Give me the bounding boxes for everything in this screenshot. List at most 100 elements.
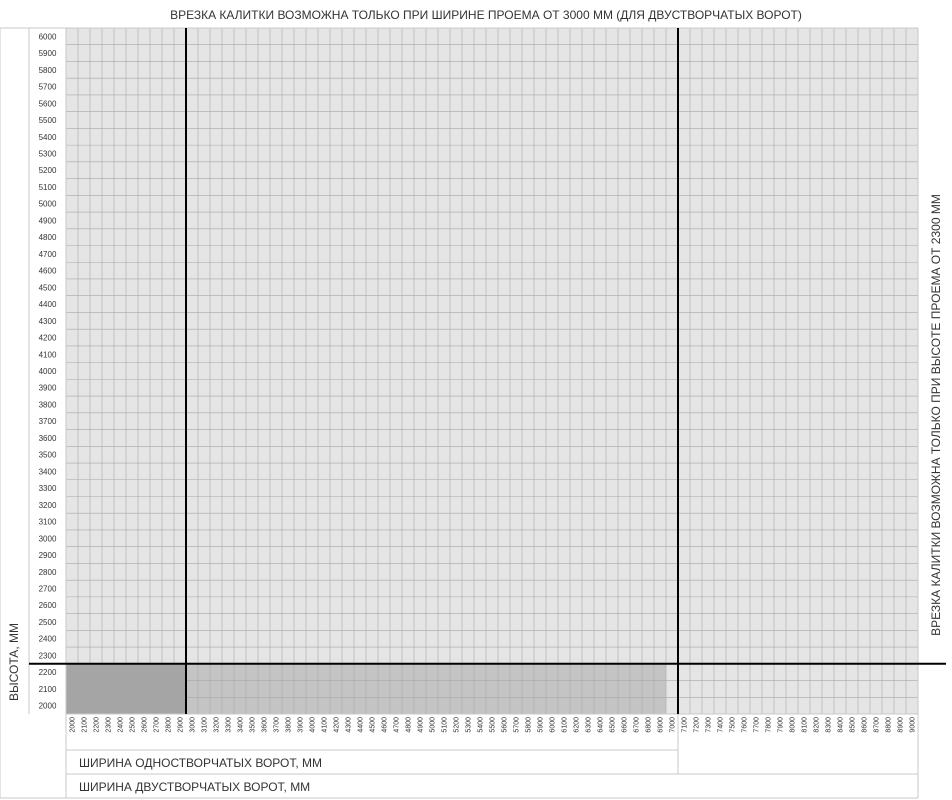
y-tick-label: 6000 — [39, 32, 57, 41]
x-tick-label: 2900 — [178, 717, 185, 733]
y-tick-label: 4100 — [39, 350, 57, 359]
x-tick-label: 6600 — [622, 717, 629, 733]
y-tick-label: 4700 — [39, 250, 57, 259]
x-tick-label: 8100 — [802, 717, 809, 733]
y-tick-label: 2500 — [39, 618, 57, 627]
x-tick-label: 8800 — [886, 717, 893, 733]
x-tick-label: 3100 — [202, 717, 209, 733]
y-tick-label: 2300 — [39, 651, 57, 660]
x-tick-label: 7700 — [754, 717, 761, 733]
y-tick-label: 4300 — [39, 317, 57, 326]
x-tick-label: 2400 — [118, 717, 125, 733]
x-tick-label: 8700 — [874, 717, 881, 733]
y-tick-label: 4400 — [39, 300, 57, 309]
x-tick-label: 7400 — [718, 717, 725, 733]
x-tick-label: 7600 — [742, 717, 749, 733]
x-tick-label: 6800 — [646, 717, 653, 733]
y-tick-label: 3300 — [39, 484, 57, 493]
x-tick-label: 4300 — [346, 717, 353, 733]
x-tick-label: 6000 — [550, 717, 557, 733]
x-tick-label: 5800 — [526, 717, 533, 733]
y-tick-label: 3700 — [39, 417, 57, 426]
x-axis-label-single: ШИРИНА ОДНОСТВОРЧАТЫХ ВОРОТ, ММ — [79, 756, 323, 770]
x-tick-label: 7300 — [706, 717, 713, 733]
y-axis-label: ВЫСОТА, ММ — [7, 623, 21, 701]
x-tick-label: 4000 — [310, 717, 317, 733]
x-tick-label: 6200 — [574, 717, 581, 733]
x-tick-label: 2700 — [154, 717, 161, 733]
y-tick-label: 3800 — [39, 400, 57, 409]
y-tick-label: 4600 — [39, 267, 57, 276]
x-tick-label: 7200 — [694, 717, 701, 733]
x-tick-label: 2000 — [70, 717, 77, 733]
y-tick-label: 5100 — [39, 183, 57, 192]
x-tick-label: 3400 — [238, 717, 245, 733]
x-tick-label: 4700 — [394, 717, 401, 733]
x-tick-label: 4800 — [406, 717, 413, 733]
x-tick-label: 3600 — [262, 717, 269, 733]
x-tick-label: 4500 — [370, 717, 377, 733]
y-tick-label: 5700 — [39, 83, 57, 92]
x-tick-label: 5700 — [514, 717, 521, 733]
x-axis-label-double: ШИРИНА ДВУСТВОРЧАТЫХ ВОРОТ, ММ — [79, 780, 311, 794]
y-tick-label: 2400 — [39, 635, 57, 644]
y-tick-label: 5000 — [39, 200, 57, 209]
y-tick-label: 3200 — [39, 501, 57, 510]
y-tick-label: 4000 — [39, 367, 57, 376]
y-tick-label: 3400 — [39, 467, 57, 476]
x-tick-label: 7000 — [670, 717, 677, 733]
y-tick-label: 5400 — [39, 133, 57, 142]
x-tick-label: 8500 — [850, 717, 857, 733]
x-tick-label: 2300 — [106, 717, 113, 733]
x-tick-label: 7800 — [766, 717, 773, 733]
x-tick-label: 9000 — [910, 717, 917, 733]
x-tick-label: 5400 — [478, 717, 485, 733]
x-tick-label: 6500 — [610, 717, 617, 733]
y-tick-label: 4500 — [39, 283, 57, 292]
x-tick-label: 6100 — [562, 717, 569, 733]
y-tick-label: 3600 — [39, 434, 57, 443]
x-tick-label: 2100 — [82, 717, 89, 733]
x-tick-label: 3800 — [286, 717, 293, 733]
x-tick-label: 5100 — [442, 717, 449, 733]
y-tick-label: 2900 — [39, 551, 57, 560]
x-tick-label: 6900 — [658, 717, 665, 733]
x-tick-label: 3000 — [190, 717, 197, 733]
x-tick-label: 5900 — [538, 717, 545, 733]
y-tick-label: 3900 — [39, 384, 57, 393]
x-tick-label: 6400 — [598, 717, 605, 733]
x-tick-label: 2600 — [142, 717, 149, 733]
x-tick-label: 3700 — [274, 717, 281, 733]
x-tick-label: 8300 — [826, 717, 833, 733]
y-tick-label: 4200 — [39, 334, 57, 343]
x-tick-label: 4600 — [382, 717, 389, 733]
x-tick-label: 4200 — [334, 717, 341, 733]
y-tick-label: 3000 — [39, 534, 57, 543]
x-tick-label: 5200 — [454, 717, 461, 733]
x-tick-label: 2800 — [166, 717, 173, 733]
y-tick-label: 2100 — [39, 685, 57, 694]
plot-background — [66, 28, 918, 714]
x-tick-label: 3500 — [250, 717, 257, 733]
x-tick-label: 7900 — [778, 717, 785, 733]
x-tick-label: 2500 — [130, 717, 137, 733]
x-tick-label: 5600 — [502, 717, 509, 733]
x-tick-label: 8900 — [898, 717, 905, 733]
right-note: ВРЕЗКА КАЛИТКИ ВОЗМОЖНА ТОЛЬКО ПРИ ВЫСОТ… — [929, 194, 943, 636]
x-tick-label: 5000 — [430, 717, 437, 733]
y-tick-label: 5500 — [39, 116, 57, 125]
y-tick-label: 2800 — [39, 568, 57, 577]
y-tick-label: 4800 — [39, 233, 57, 242]
x-tick-label: 3900 — [298, 717, 305, 733]
x-tick-label: 3300 — [226, 717, 233, 733]
x-tick-label: 4100 — [322, 717, 329, 733]
y-tick-label: 5300 — [39, 149, 57, 158]
y-tick-label: 2200 — [39, 668, 57, 677]
x-tick-label: 8200 — [814, 717, 821, 733]
x-tick-label: 6300 — [586, 717, 593, 733]
y-tick-label: 3100 — [39, 518, 57, 527]
x-tick-label: 4900 — [418, 717, 425, 733]
y-tick-label: 3500 — [39, 451, 57, 460]
x-tick-label: 4400 — [358, 717, 365, 733]
